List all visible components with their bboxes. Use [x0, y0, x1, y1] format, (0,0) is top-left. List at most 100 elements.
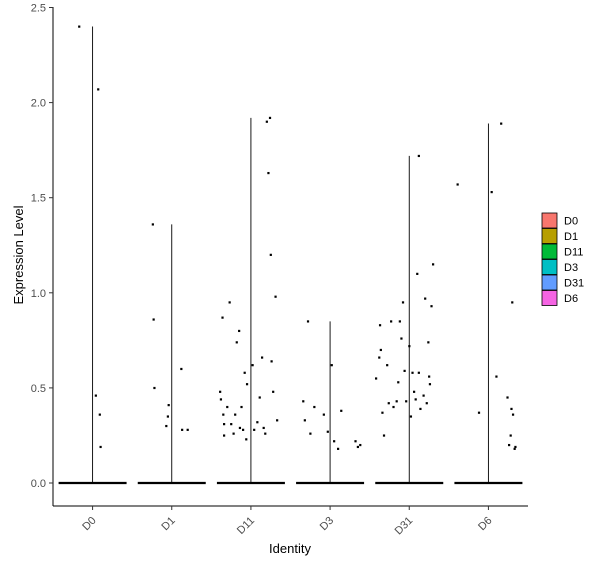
legend: D0 D1 D11 D3 D31 D6: [541, 212, 584, 306]
legend-key: [541, 228, 558, 244]
legend-label: D11: [564, 247, 583, 259]
data-point: [240, 405, 243, 409]
data-point: [274, 295, 277, 298]
data-point: [99, 445, 102, 449]
data-point: [181, 428, 184, 431]
legend-item-d3: D3: [541, 259, 578, 275]
data-point: [326, 430, 329, 433]
data-point: [378, 324, 382, 327]
data-point: [495, 375, 498, 378]
legend-key: [541, 290, 558, 306]
data-point: [400, 337, 403, 340]
data-point: [309, 432, 312, 435]
data-point: [417, 154, 420, 158]
x-tick-label-d1: D1: [159, 515, 177, 533]
data-point: [514, 445, 517, 449]
data-point: [509, 434, 512, 437]
data-point: [268, 116, 272, 120]
data-point: [322, 413, 325, 416]
data-point: [356, 445, 359, 449]
data-point: [270, 360, 273, 363]
data-point: [424, 297, 427, 300]
legend-label: D1: [564, 231, 578, 243]
data-point: [477, 411, 481, 414]
legend-label: D0: [564, 216, 578, 228]
data-point: [261, 356, 264, 359]
data-point: [428, 375, 431, 378]
data-point: [409, 415, 413, 418]
data-point: [337, 447, 340, 450]
data-point: [381, 411, 384, 414]
data-point: [226, 405, 229, 409]
x-axis-title: Identity: [269, 541, 311, 556]
data-point: [378, 356, 381, 359]
data-point: [422, 394, 425, 397]
data-point: [303, 419, 306, 422]
data-point: [262, 426, 265, 430]
violin-d3: [296, 320, 365, 485]
x-tick-label-d11: D11: [235, 515, 257, 537]
data-point: [395, 400, 398, 403]
data-point: [267, 171, 270, 175]
data-point: [398, 320, 401, 323]
legend-item-d31: D31: [541, 274, 584, 291]
data-point: [258, 396, 261, 399]
data-point: [238, 329, 241, 333]
data-point: [165, 424, 168, 428]
plot-panel: [58, 25, 523, 485]
legend-key: [541, 274, 558, 291]
violin-d1: [137, 223, 206, 485]
violin-d6: [454, 122, 523, 485]
y-tick-label: 2.5: [31, 3, 46, 15]
data-point: [397, 381, 400, 384]
data-point: [269, 253, 272, 256]
data-point: [228, 301, 231, 304]
legend-item-d11: D11: [541, 243, 583, 260]
data-point: [97, 88, 100, 91]
data-point: [510, 407, 513, 411]
legend-item-d0: D0: [541, 212, 578, 229]
data-point: [223, 434, 226, 437]
violin-d11: [216, 116, 285, 485]
data-point: [186, 428, 189, 431]
data-point: [417, 371, 420, 374]
data-point: [232, 432, 235, 435]
data-point: [456, 183, 459, 186]
data-point: [330, 364, 333, 367]
data-point: [411, 371, 414, 374]
data-point: [166, 415, 169, 418]
data-point: [403, 369, 406, 372]
data-point: [151, 223, 154, 226]
legend-item-d6: D6: [541, 290, 578, 306]
y-tick-label: 2.0: [31, 98, 46, 110]
data-point: [419, 407, 422, 411]
data-point: [416, 272, 419, 275]
y-tick-label: 0.0: [31, 478, 46, 490]
data-point: [94, 394, 97, 397]
data-point: [235, 341, 238, 344]
data-point: [392, 405, 395, 409]
data-point: [272, 390, 275, 393]
data-point: [243, 371, 246, 374]
y-tick-label: 1.5: [31, 193, 46, 205]
x-tick-label-d0: D0: [80, 515, 98, 533]
data-point: [508, 443, 511, 447]
data-point: [390, 320, 393, 323]
x-axis: D0 D1 D11 D3 D31 D6: [53, 505, 528, 537]
data-point: [221, 316, 224, 319]
data-point: [251, 364, 254, 367]
y-axis-title: Expression Level: [11, 205, 26, 304]
data-point: [428, 383, 432, 386]
data-point: [333, 440, 336, 443]
data-point: [401, 301, 405, 304]
data-point: [513, 447, 516, 450]
data-point: [153, 386, 156, 390]
data-point: [230, 423, 233, 426]
data-point: [511, 301, 514, 304]
data-point: [382, 434, 386, 437]
x-tick-label-d6: D6: [476, 515, 494, 533]
data-point: [506, 396, 509, 399]
data-point: [276, 419, 279, 422]
data-point: [500, 122, 503, 125]
data-point: [245, 438, 248, 441]
